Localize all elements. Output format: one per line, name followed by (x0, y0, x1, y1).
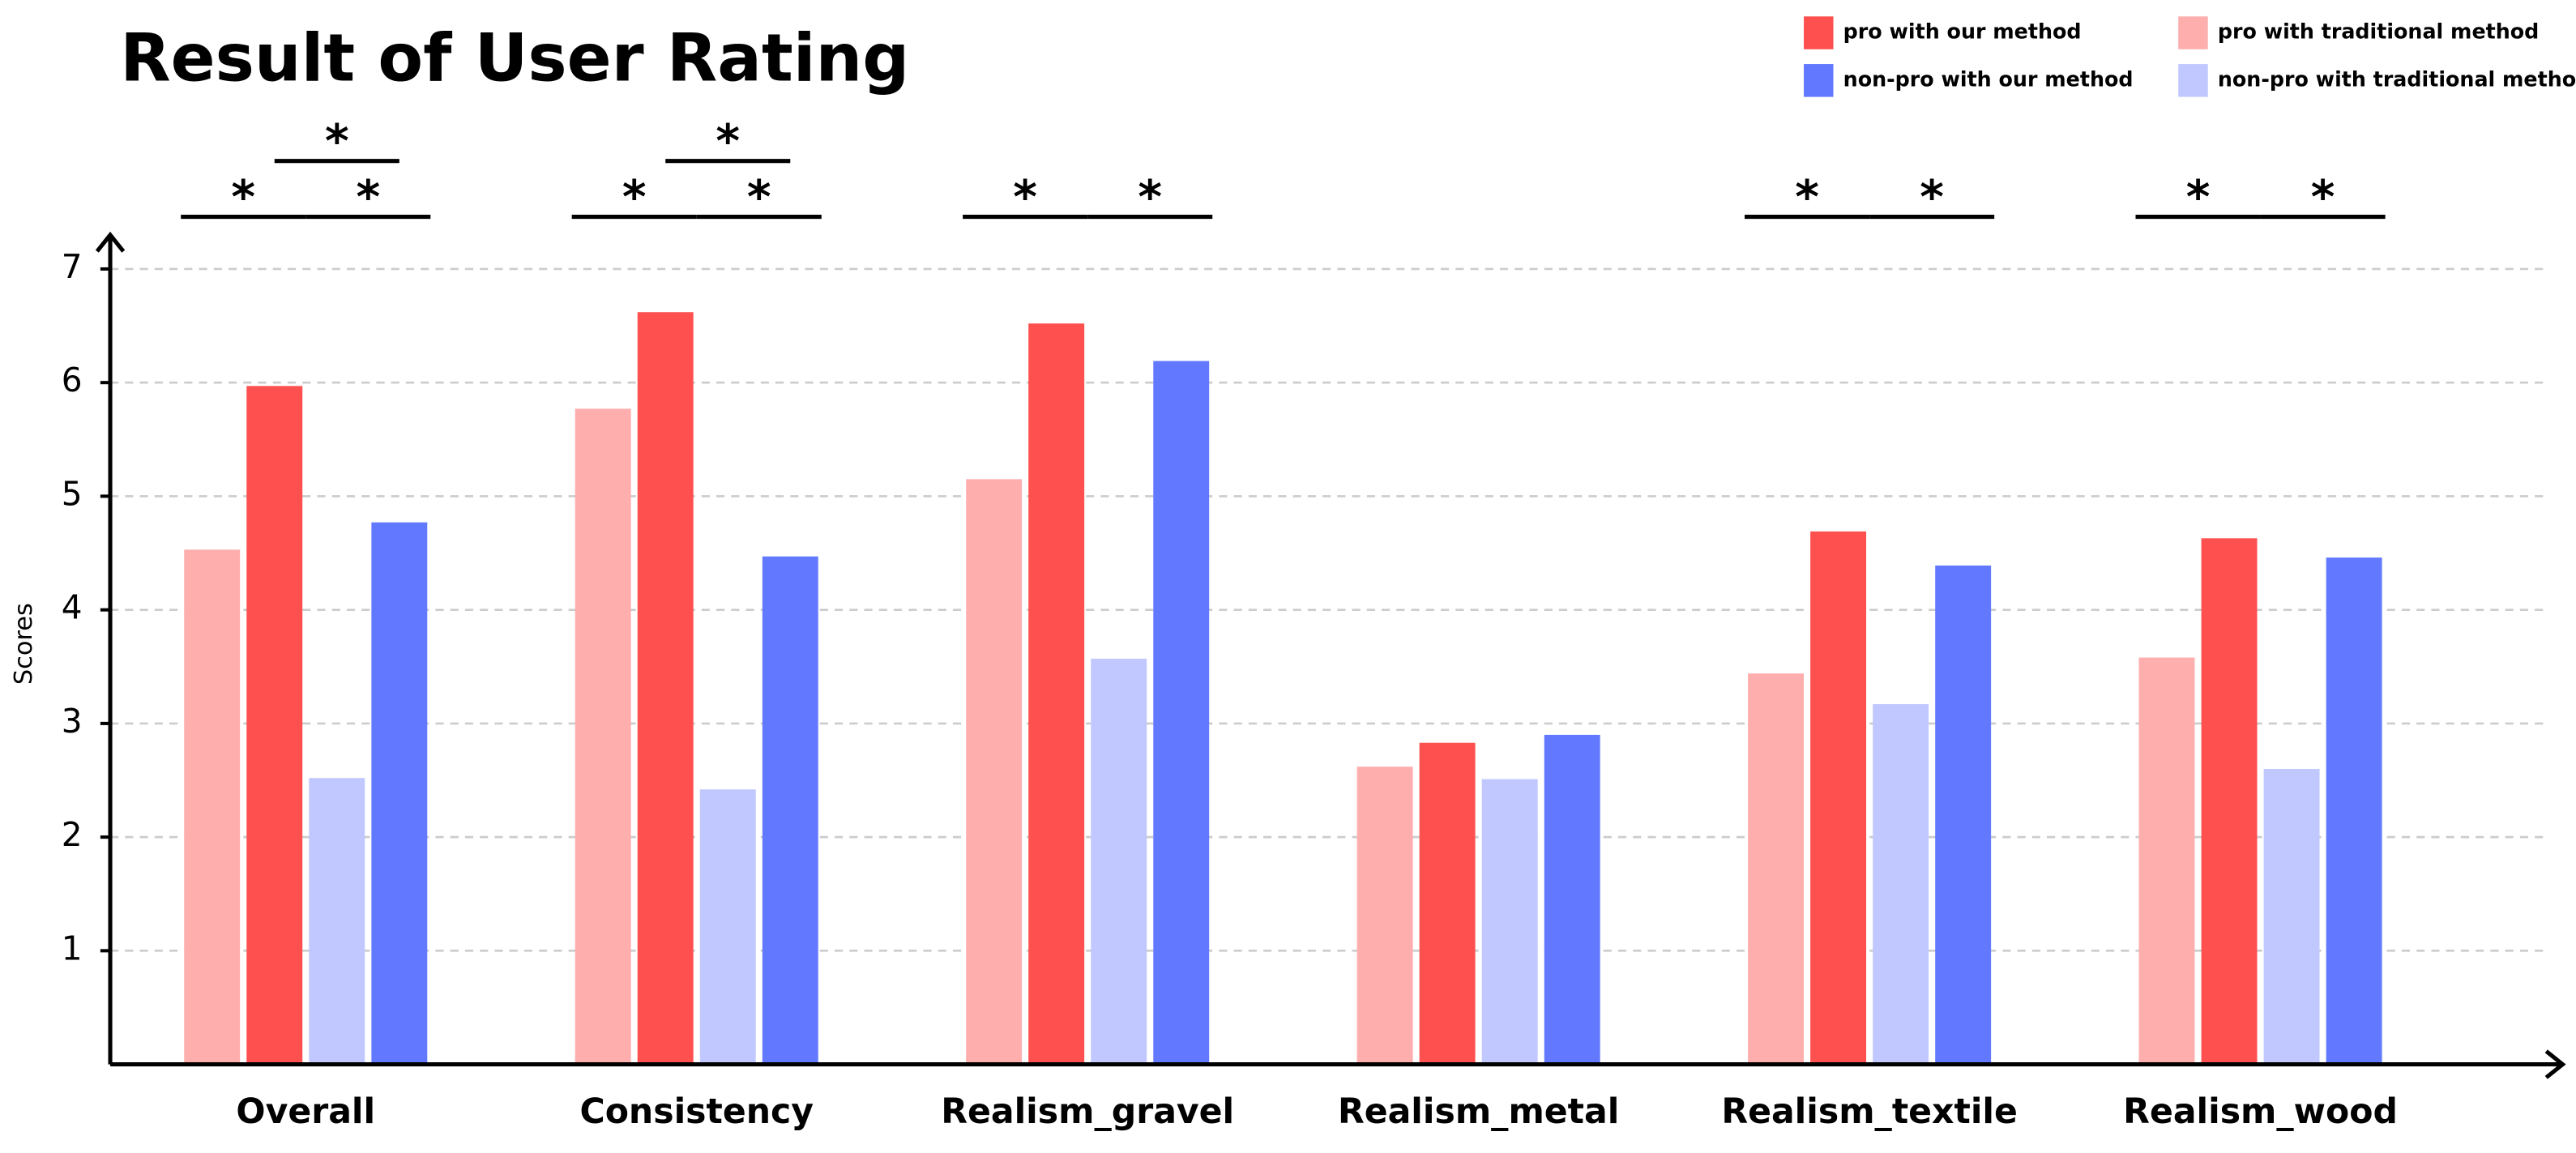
significance-label: * (747, 171, 771, 224)
bar (1873, 704, 1929, 1065)
legend-label: pro with our method (1843, 19, 2082, 44)
bar (1419, 742, 1476, 1065)
bar (1481, 779, 1538, 1065)
y-tick-label: 1 (62, 929, 83, 967)
x-tick-label: Realism_wood (2123, 1091, 2398, 1132)
significance-label: * (356, 171, 380, 224)
bar (2326, 557, 2382, 1065)
x-tick-label: Realism_textile (1721, 1091, 2018, 1132)
significance-label: * (716, 115, 740, 169)
bar (2138, 657, 2195, 1065)
legend-swatch (1804, 16, 1834, 49)
significance-label: * (325, 115, 349, 169)
legend-label: pro with traditional method (2218, 19, 2539, 44)
y-tick-label: 6 (62, 361, 83, 399)
legend-swatch (1804, 64, 1834, 97)
bar (1935, 565, 1992, 1065)
y-tick-label: 2 (62, 815, 83, 854)
x-axis (110, 1049, 2566, 1079)
y-axis-label: Scores (10, 603, 38, 685)
significance-label: * (1795, 171, 1819, 224)
bar (637, 312, 694, 1065)
bar (2263, 768, 2320, 1065)
bar (184, 549, 241, 1065)
bar (575, 408, 631, 1065)
bar (371, 522, 428, 1065)
significance-label: * (1138, 171, 1162, 224)
bar (309, 778, 365, 1065)
legend-swatch (2178, 64, 2208, 97)
significance-label: * (622, 171, 647, 224)
significance-label: * (1920, 171, 1944, 224)
bar (246, 386, 303, 1065)
legend-swatch (2178, 16, 2208, 49)
significance-label: * (2311, 171, 2335, 224)
y-tick-label: 3 (62, 702, 83, 741)
bar (1153, 361, 1210, 1065)
bar (1091, 658, 1147, 1065)
bar (1748, 673, 1805, 1065)
x-tick-label: Realism_gravel (941, 1091, 1234, 1132)
bar (966, 479, 1023, 1065)
legend-label: non-pro with our method (1843, 66, 2134, 91)
legend-label: non-pro with traditional method (2218, 66, 2576, 91)
x-tick-label: Realism_metal (1338, 1091, 1619, 1132)
significance-label: * (2186, 171, 2211, 224)
y-tick-label: 7 (62, 247, 83, 286)
bar (699, 789, 756, 1065)
y-axis (95, 231, 126, 1065)
bar (1356, 767, 1413, 1065)
bar (1810, 531, 1867, 1065)
bar (1028, 323, 1085, 1065)
bar (2201, 538, 2258, 1065)
chart-title: Result of User Rating (120, 20, 909, 96)
y-tick-label: 4 (62, 588, 83, 627)
significance-label: * (231, 171, 255, 224)
significance-label: * (1013, 171, 1037, 224)
y-tick-label: 5 (62, 474, 83, 513)
bar (1544, 734, 1600, 1065)
x-tick-label: Consistency (579, 1091, 814, 1132)
bar (762, 556, 818, 1065)
x-tick-label: Overall (236, 1091, 375, 1132)
